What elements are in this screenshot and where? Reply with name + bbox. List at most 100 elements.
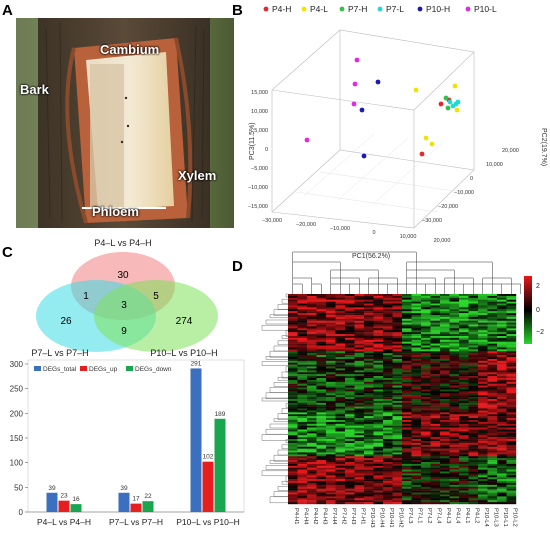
heatmap-cell — [392, 336, 403, 339]
heatmap-cell — [297, 395, 308, 398]
heatmap-cell — [487, 502, 498, 505]
heatmap-cell — [459, 498, 469, 501]
heatmap-cell — [468, 337, 479, 341]
heatmap-cell — [288, 322, 298, 325]
heatmap-cell — [383, 353, 393, 356]
pca-point — [351, 101, 357, 107]
pca-point — [423, 135, 429, 141]
heatmap-cell — [383, 433, 393, 436]
heatmap-cell — [411, 458, 422, 461]
row-dendrogram-branch — [285, 330, 288, 337]
heatmap-cell — [497, 339, 507, 342]
heatmap-cell — [487, 311, 498, 314]
heatmap-cell — [364, 433, 374, 436]
heatmap-cell — [478, 420, 488, 423]
heatmap-cell — [345, 414, 355, 417]
heatmap-cell — [440, 484, 450, 488]
heatmap-cell — [440, 347, 450, 350]
heatmap-cell — [354, 448, 365, 451]
heatmap-cell — [316, 416, 327, 419]
heatmap-cell — [345, 435, 355, 438]
heatmap-cell — [297, 389, 308, 392]
heatmap-cell — [307, 433, 317, 436]
heatmap-cell — [402, 484, 412, 488]
heatmap-cell — [487, 313, 498, 316]
heatmap-cell — [354, 316, 365, 320]
heatmap-cell — [411, 437, 422, 440]
heatmap-cell — [326, 494, 336, 497]
heatmap-cell — [487, 427, 498, 430]
heatmap-cell — [421, 397, 431, 400]
heatmap-cell — [459, 469, 469, 472]
heatmap-cell — [487, 316, 498, 320]
heatmap-cell — [316, 320, 327, 323]
pca-point — [445, 105, 451, 111]
heatmap-cell — [364, 336, 374, 339]
heatmap-cell — [326, 315, 336, 318]
heatmap-cell — [326, 376, 336, 379]
heatmap-cell — [354, 473, 365, 476]
heatmap-cell — [468, 460, 479, 463]
bar-legend-label: DEGs_down — [135, 366, 172, 373]
heatmap-cell — [440, 316, 450, 320]
heatmap-cell — [307, 462, 317, 465]
panel-label-c: C — [2, 244, 13, 261]
heatmap-cell — [297, 322, 308, 325]
column-dendrogram — [292, 251, 521, 294]
heatmap-cell — [307, 320, 317, 323]
heatmap-cell — [288, 418, 298, 421]
heatmap-cell — [335, 316, 346, 320]
heatmap-cell — [459, 391, 469, 394]
heatmap-cell — [373, 404, 384, 407]
heatmap-cell — [468, 421, 479, 425]
heatmap-cell — [288, 456, 298, 459]
heatmap-cell — [354, 477, 365, 480]
heatmap-cell — [316, 370, 327, 373]
heatmap-cell — [497, 360, 507, 363]
heatmap-cell — [459, 460, 469, 463]
heatmap-cell — [297, 416, 308, 419]
heatmap-cell — [297, 484, 308, 488]
heatmap-cell — [487, 395, 498, 398]
heatmap-cell — [307, 297, 317, 300]
heatmap-cell — [373, 303, 384, 306]
heatmap-cell — [421, 429, 431, 432]
heatmap-cell — [326, 448, 336, 451]
heatmap-cell — [335, 349, 346, 352]
heatmap-cell — [487, 477, 498, 480]
heatmap-cell — [440, 448, 450, 451]
heatmap-cell — [364, 324, 374, 327]
heatmap-cell — [411, 326, 422, 329]
heatmap-cell — [307, 362, 317, 365]
heatmap-cell — [316, 334, 327, 337]
heatmap-cell — [497, 330, 507, 333]
heatmap-cell — [316, 385, 327, 388]
heatmap-cell — [307, 383, 317, 386]
heatmap-column-label: P7-H4 — [331, 508, 337, 525]
heatmap-cell — [506, 397, 517, 400]
heatmap-cell — [297, 441, 308, 444]
heatmap-cell — [373, 374, 384, 377]
heatmap-cell — [316, 435, 327, 438]
heatmap-cell — [392, 477, 403, 480]
heatmap-cell — [383, 366, 393, 369]
heatmap-cell — [449, 469, 460, 472]
heatmap-cell — [440, 343, 450, 346]
heatmap-cell — [383, 400, 393, 404]
heatmap-cell — [468, 328, 479, 331]
heatmap-cell — [402, 334, 412, 337]
heatmap-cell — [459, 404, 469, 407]
heatmap-cell — [440, 299, 450, 302]
heatmap-cell — [430, 492, 441, 495]
heatmap-cell — [421, 315, 431, 318]
heatmap-cell — [354, 425, 365, 428]
heatmap-cell — [316, 395, 327, 398]
heatmap-cell — [345, 402, 355, 405]
heatmap-cell — [402, 294, 412, 297]
heatmap-cell — [307, 313, 317, 316]
heatmap-cell — [288, 420, 298, 423]
heatmap-cell — [478, 462, 488, 465]
heatmap-cell — [421, 431, 431, 434]
heatmap-cell — [497, 450, 507, 453]
heatmap-cell — [297, 397, 308, 400]
